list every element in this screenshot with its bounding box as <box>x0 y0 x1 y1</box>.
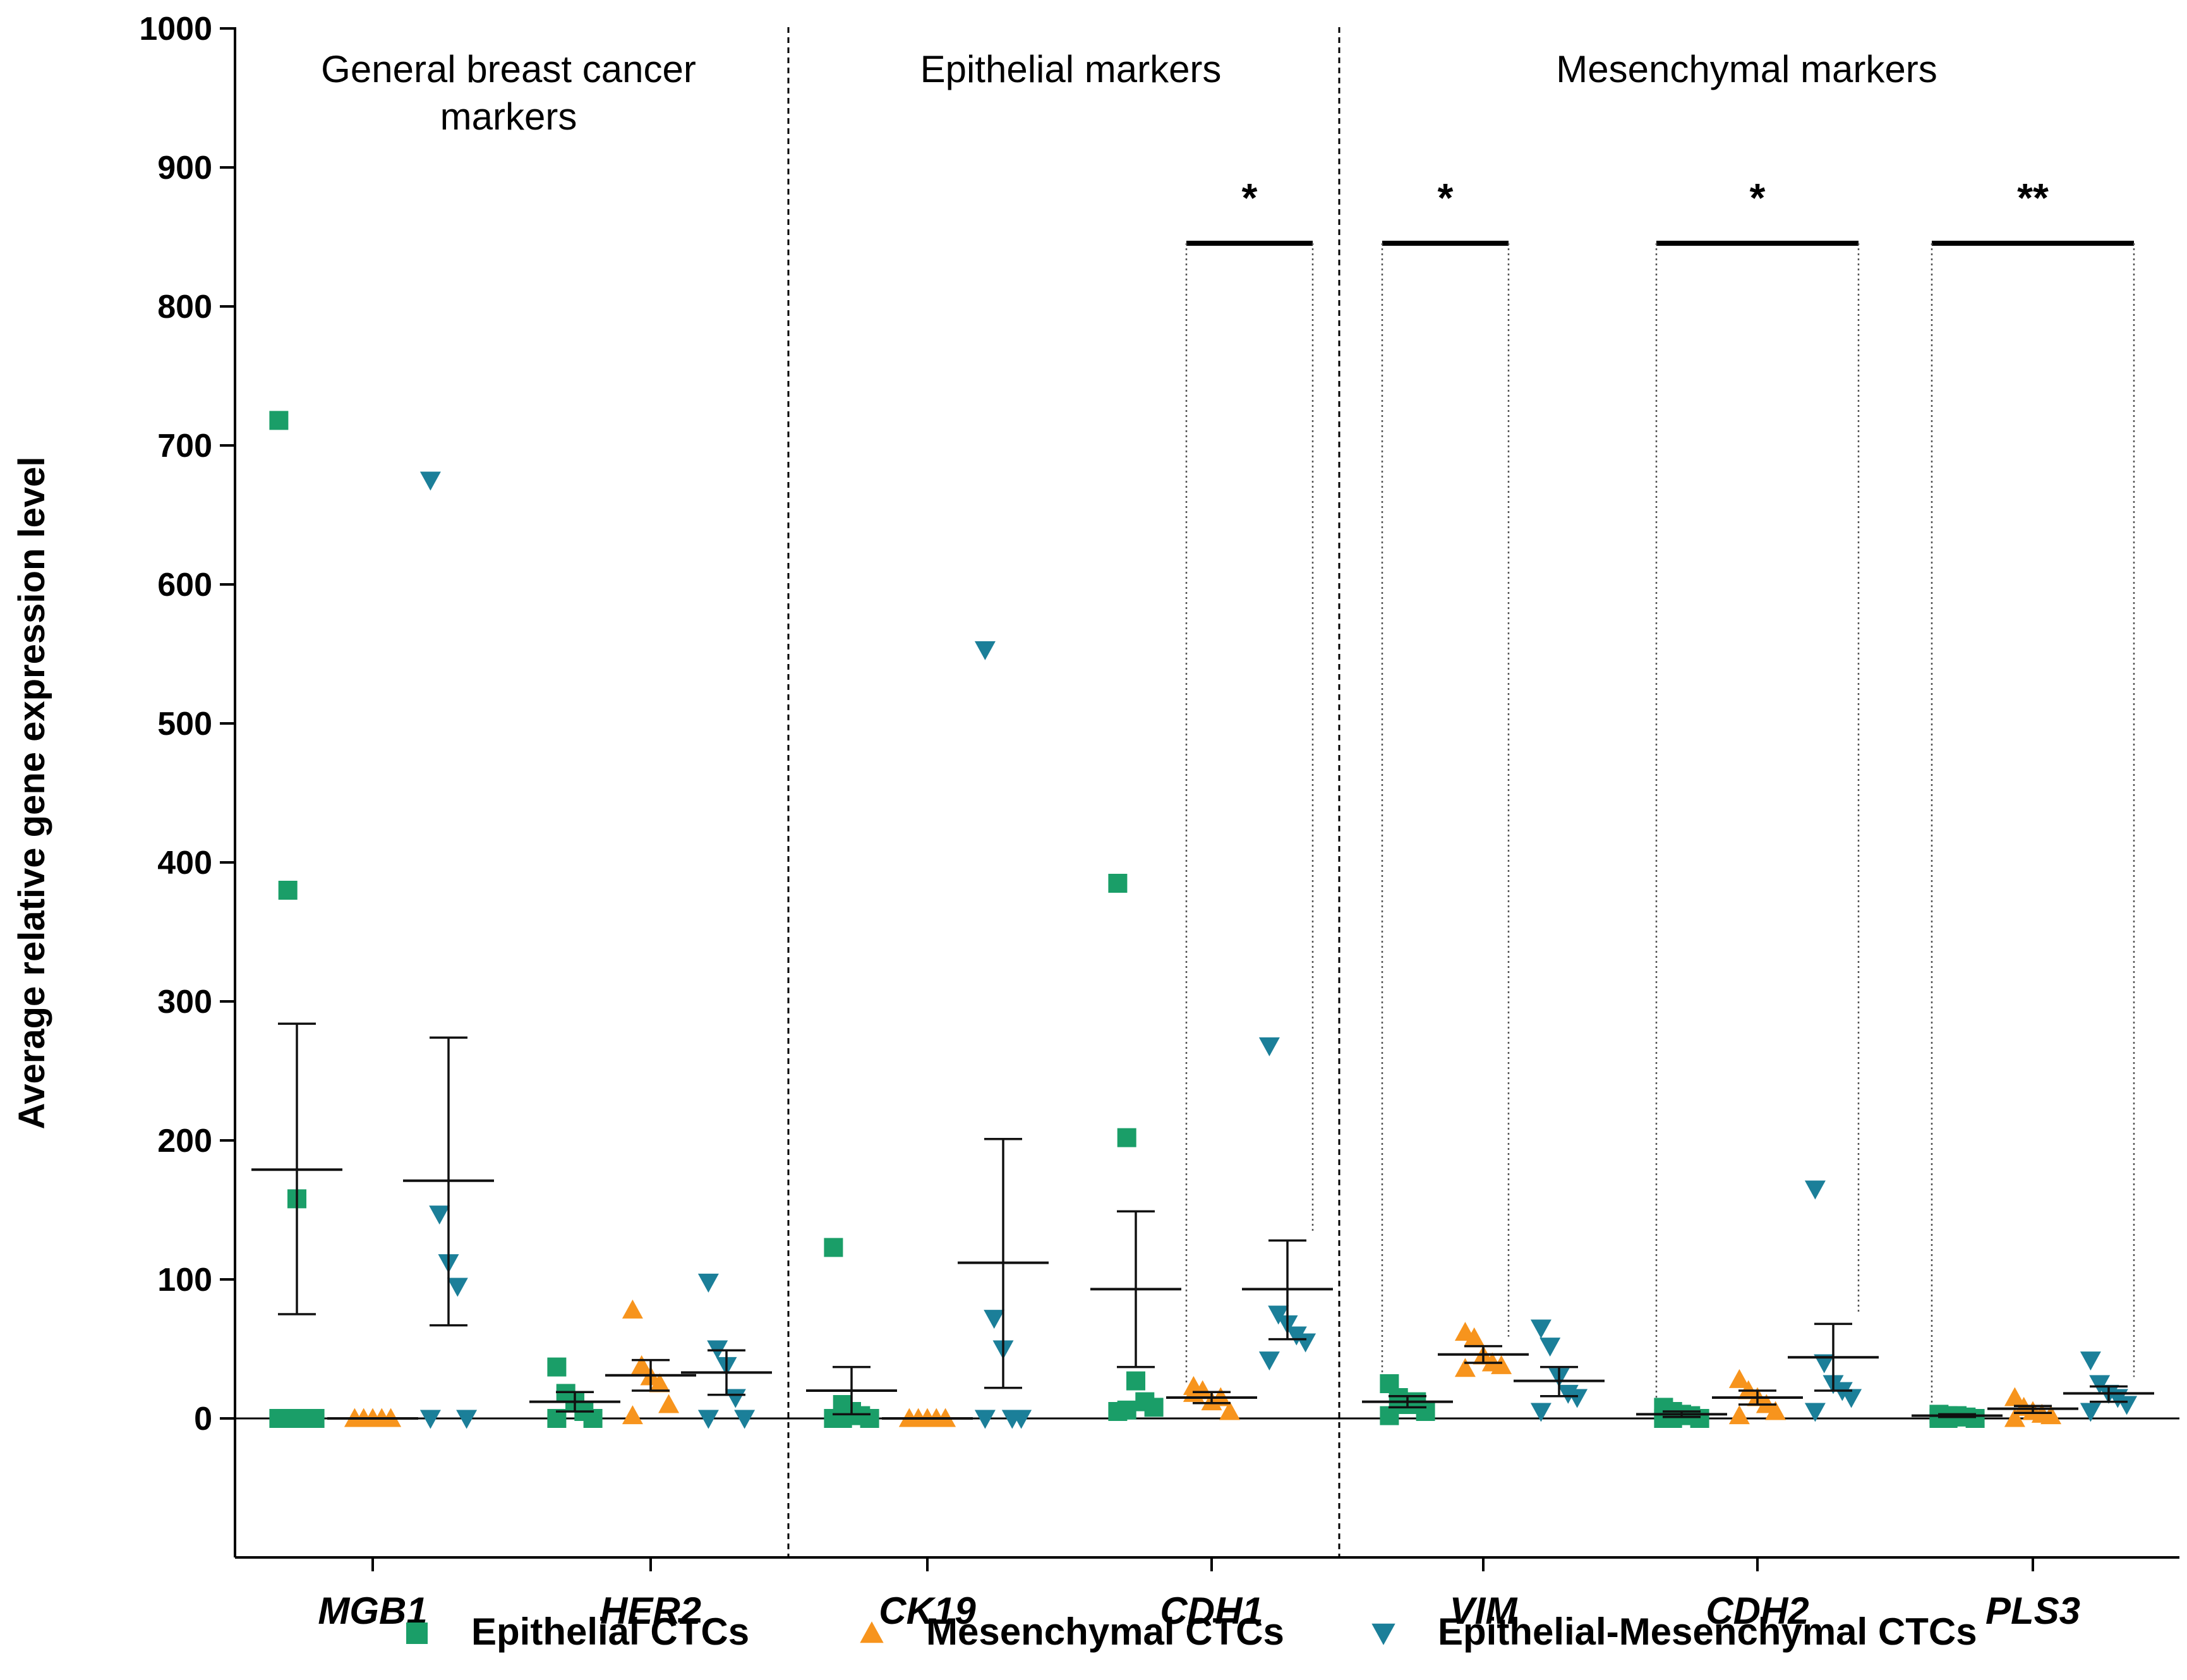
data-point <box>305 1409 325 1428</box>
data-point <box>447 1278 468 1297</box>
data-point <box>658 1394 680 1413</box>
x-tick-label: CK19 <box>879 1590 976 1632</box>
significance-star: * <box>1438 175 1454 221</box>
data-point <box>649 1373 670 1393</box>
data-point <box>1258 1351 1280 1371</box>
y-tick-label: 400 <box>157 845 212 881</box>
legend-label: Epithelial CTCs <box>471 1611 749 1653</box>
data-point <box>734 1410 756 1429</box>
data-point <box>860 1409 879 1428</box>
y-tick-label: 0 <box>194 1401 212 1437</box>
data-point <box>456 1410 478 1429</box>
data-point <box>1804 1180 1826 1200</box>
data-point <box>1268 1305 1289 1325</box>
group-label: markers <box>440 95 577 138</box>
data-point <box>622 1299 643 1319</box>
data-point <box>824 1238 843 1257</box>
data-point <box>1464 1327 1485 1346</box>
data-point <box>1295 1333 1316 1353</box>
data-point <box>622 1405 643 1425</box>
legend-marker <box>860 1621 884 1643</box>
legend-label: Epithelial-Mesenchymal CTCs <box>1438 1611 1977 1653</box>
data-point <box>1491 1355 1512 1374</box>
data-point <box>1965 1409 1985 1428</box>
data-point <box>1416 1402 1435 1421</box>
y-axis-label: Average relative gene expression level <box>11 457 52 1130</box>
data-point <box>2004 1387 2025 1406</box>
data-point <box>1144 1398 1164 1417</box>
data-point <box>2004 1408 2025 1427</box>
data-point <box>1938 1409 1958 1428</box>
legend-marker <box>1371 1623 1395 1645</box>
significance-star: ** <box>2017 175 2049 221</box>
data-point <box>974 641 996 660</box>
data-point <box>419 1410 441 1429</box>
data-point <box>278 881 298 900</box>
data-point <box>1108 874 1128 893</box>
y-tick-label: 500 <box>157 706 212 742</box>
y-tick-label: 200 <box>157 1123 212 1159</box>
group-label: Mesenchymal markers <box>1556 48 1937 90</box>
data-point <box>547 1357 567 1377</box>
data-point <box>1530 1403 1551 1422</box>
data-point <box>419 471 441 491</box>
x-tick-label: PLS3 <box>1985 1590 2080 1632</box>
x-tick-label: HER2 <box>600 1590 701 1632</box>
data-point <box>2116 1396 2138 1415</box>
data-point <box>429 1206 450 1225</box>
y-tick-label: 900 <box>157 150 212 186</box>
data-point <box>278 1409 298 1428</box>
legend-marker <box>406 1623 428 1644</box>
data-point <box>1567 1389 1588 1408</box>
data-point <box>697 1273 719 1293</box>
data-point <box>2080 1403 2101 1422</box>
x-tick-label: VIM <box>1450 1590 1519 1632</box>
y-tick-label: 300 <box>157 984 212 1020</box>
data-point <box>2089 1375 2111 1394</box>
data-point <box>1728 1405 1750 1425</box>
significance-star: * <box>1242 175 1258 221</box>
data-point <box>269 411 289 430</box>
data-point <box>1765 1401 1786 1420</box>
y-tick-label: 700 <box>157 428 212 464</box>
data-point <box>1286 1326 1307 1346</box>
data-point <box>1530 1319 1551 1339</box>
x-tick-label: CDH2 <box>1706 1590 1809 1632</box>
data-point <box>1117 1400 1136 1420</box>
data-point <box>1804 1403 1826 1422</box>
data-point <box>1539 1338 1561 1357</box>
data-point <box>725 1389 746 1408</box>
data-point <box>1117 1128 1136 1147</box>
data-point <box>984 1310 1005 1329</box>
y-tick-label: 600 <box>157 567 212 603</box>
data-point <box>974 1410 996 1429</box>
data-point <box>833 1409 852 1428</box>
data-point <box>1011 1410 1032 1429</box>
data-point <box>697 1410 719 1429</box>
group-label: Epithelial markers <box>920 48 1222 90</box>
data-point <box>1258 1037 1280 1056</box>
data-point <box>1380 1406 1399 1425</box>
data-point <box>1728 1369 1750 1388</box>
data-point <box>1219 1401 1241 1420</box>
y-tick-label: 800 <box>157 289 212 325</box>
data-point <box>1814 1354 1835 1374</box>
legend-label: Mesenchymal CTCs <box>926 1611 1284 1653</box>
data-point <box>631 1355 653 1374</box>
y-tick-label: 100 <box>157 1262 212 1298</box>
data-point <box>1454 1358 1476 1377</box>
data-point <box>1841 1389 1862 1408</box>
significance-star: * <box>1750 175 1766 221</box>
group-label: General breast cancer <box>321 48 696 90</box>
data-point <box>2040 1405 2062 1425</box>
y-tick-label: 1000 <box>139 11 212 47</box>
data-point <box>1126 1371 1145 1391</box>
data-point <box>2080 1351 2101 1371</box>
x-tick-label: CDH1 <box>1160 1590 1263 1632</box>
